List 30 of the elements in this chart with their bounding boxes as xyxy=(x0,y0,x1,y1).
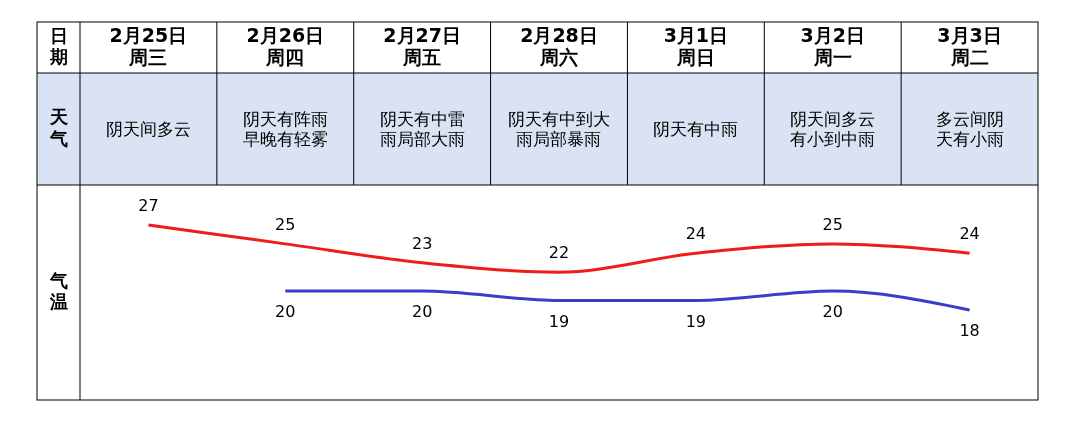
x-tick-label: 3月2日周一 xyxy=(800,23,865,69)
x-tick-label: 3月3日周二 xyxy=(937,23,1002,69)
data-label: 22 xyxy=(548,243,570,263)
data-label: 19 xyxy=(685,311,707,331)
data-label: 25 xyxy=(822,214,843,234)
data-label: 24 xyxy=(959,224,980,244)
x-tick-label: 2月25日周三 xyxy=(109,23,188,69)
x-tick-label: 3月1日周日 xyxy=(663,23,729,69)
text: 阴天有中雨 xyxy=(652,118,740,140)
data-label: 23 xyxy=(411,233,433,253)
data-label: 27 xyxy=(138,196,159,215)
data-label: 20 xyxy=(275,302,296,322)
data-label: 25 xyxy=(275,214,296,234)
x-tick-label: 2月26日周四 xyxy=(246,23,325,69)
text: 日期 xyxy=(48,24,68,68)
data-label: 20 xyxy=(411,302,433,322)
data-label: 19 xyxy=(548,311,570,331)
text: 阴天间多云有小到中雨 xyxy=(789,108,877,150)
text: 阴天有阵雨早晚有轻雾 xyxy=(241,108,329,150)
y-axis-title: 气温 xyxy=(48,269,68,313)
text: 多云间阴天有小雨 xyxy=(934,108,1005,150)
data-label: 20 xyxy=(822,302,843,322)
x-tick-label: 2月28日周六 xyxy=(520,23,598,69)
x-tick-label: 2月27日周五 xyxy=(383,23,461,69)
text: 阴天有中到大雨局部暴雨 xyxy=(506,108,611,150)
data-label: 18 xyxy=(959,321,980,340)
text: 天气 xyxy=(48,106,68,149)
text: 阴天有中雷雨局部大雨 xyxy=(378,108,466,150)
text: 阴天间多云 xyxy=(104,118,192,140)
data-label: 24 xyxy=(685,224,707,244)
